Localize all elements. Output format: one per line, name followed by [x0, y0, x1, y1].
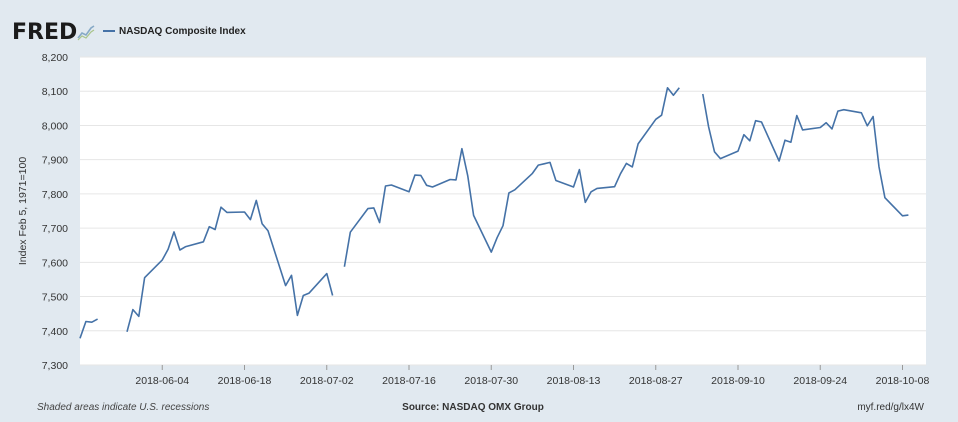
footer-source: Source: NASDAQ OMX Group: [402, 402, 544, 413]
x-tick-label: 2018-07-02: [300, 375, 354, 387]
x-tick-label: 2018-07-16: [382, 375, 436, 387]
y-tick-label: 7,600: [42, 257, 68, 269]
plot-area: [80, 57, 926, 365]
y-tick-label: 8,000: [42, 120, 68, 132]
y-axis-title: Index Feb 5, 1971=100: [17, 157, 29, 265]
footer-short-link[interactable]: myf.red/g/lx4W: [857, 402, 924, 413]
line-graph-icon: [77, 25, 95, 41]
series-layer: [79, 87, 909, 339]
y-tick-label: 7,300: [42, 360, 68, 372]
legend-label: NASDAQ Composite Index: [119, 26, 246, 37]
series-line-segment: [79, 318, 98, 339]
x-tick-label: 2018-06-04: [135, 375, 189, 387]
y-tick-label: 8,100: [42, 86, 68, 98]
y-tick-label: 8,200: [42, 52, 68, 64]
fred-logo[interactable]: FRED: [12, 20, 77, 45]
x-tick-label: 2018-10-08: [876, 375, 930, 387]
footer-recession-note: Shaded areas indicate U.S. recessions: [37, 402, 209, 413]
y-tick-label: 7,400: [42, 326, 68, 338]
x-tick-label: 2018-09-24: [793, 375, 847, 387]
y-tick-label: 7,500: [42, 292, 68, 304]
series-line-segment: [126, 199, 334, 333]
x-tick-label: 2018-07-30: [464, 375, 518, 387]
series-line-segment: [702, 93, 909, 217]
y-tick-label: 7,700: [42, 223, 68, 235]
x-tick-label: 2018-09-10: [711, 375, 765, 387]
x-tick-label: 2018-08-27: [629, 375, 683, 387]
y-tick-label: 7,800: [42, 189, 68, 201]
series-line-segment: [343, 87, 680, 267]
x-axis-ticks: 2018-06-04 2018-06-18 2018-07-02 2018-07-16…: [135, 365, 930, 387]
x-tick-label: 2018-08-13: [547, 375, 601, 387]
grid-lines: [80, 56, 926, 366]
y-tick-label: 7,900: [42, 155, 68, 167]
y-axis-ticks: 7,300 7,400 7,500 7,600 7,700 7,800 7,900 8,000…: [42, 52, 68, 372]
x-tick-label: 2018-06-18: [218, 375, 272, 387]
